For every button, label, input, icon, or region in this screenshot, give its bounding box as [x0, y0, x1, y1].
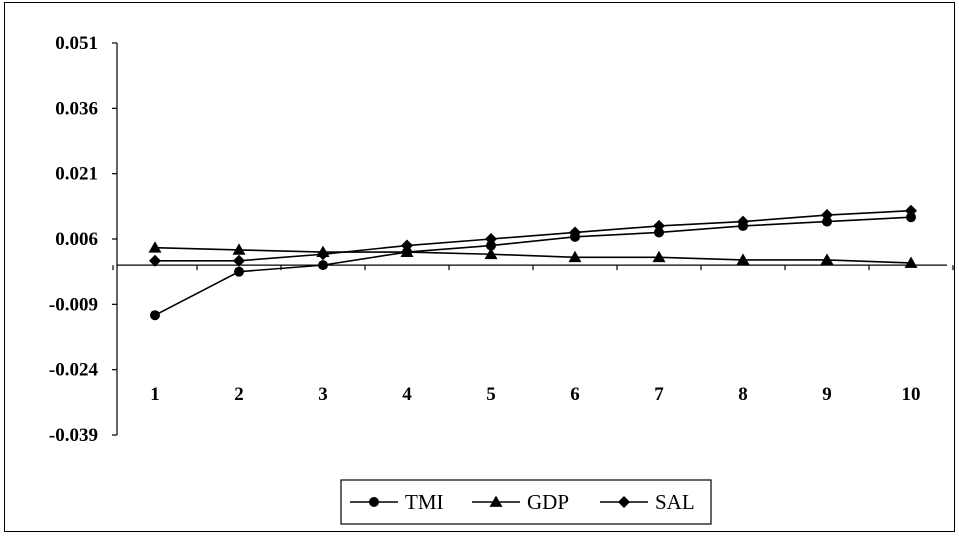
data-point-sal: [317, 248, 329, 261]
data-point-sal: [149, 254, 161, 267]
axes: [112, 42, 954, 436]
data-point-sal: [653, 219, 665, 232]
y-tick-label: 0.021: [55, 164, 98, 185]
x-tick-label: 5: [486, 384, 496, 405]
data-point-sal: [821, 209, 833, 222]
legend-marker-sal: [618, 496, 630, 508]
x-tick-label: 10: [902, 384, 921, 405]
data-point-gdp: [232, 243, 246, 255]
series-line-gdp: [154, 246, 912, 264]
legend-item-sal: SAL: [600, 490, 695, 514]
series-gdp: [148, 241, 918, 268]
y-tick-labels: 0.051 0.036 0.021 0.006 -0.009 -0.024 -0.039: [49, 33, 99, 446]
legend-label-gdp: GDP: [527, 490, 569, 514]
y-tick-label: 0.036: [55, 98, 98, 119]
x-tick-labels: 1 2 3 4 5 6 7 8 9 10: [150, 384, 920, 405]
data-point-gdp: [148, 241, 162, 253]
x-tick-label: 3: [318, 384, 328, 405]
legend-label-tmi: TMI: [405, 490, 444, 514]
x-tick-label: 9: [822, 384, 832, 405]
legend-label-sal: SAL: [655, 490, 695, 514]
data-point-sal: [401, 239, 413, 252]
y-tick-label: -0.009: [49, 294, 98, 315]
legend-item-gdp: GDP: [472, 490, 569, 514]
data-point-tmi: [318, 260, 328, 271]
data-point-gdp: [904, 256, 918, 268]
legend: TMI GDP SAL: [340, 479, 712, 525]
data-point-gdp: [484, 247, 498, 260]
x-tick-label: 4: [402, 384, 412, 405]
series-sal: [149, 204, 917, 267]
legend-marker-gdp: [489, 495, 503, 507]
legend-marker-tmi: [369, 497, 379, 507]
data-point-sal: [737, 215, 749, 228]
x-tick-label: 6: [570, 384, 580, 405]
series-line-tmi: [154, 216, 912, 316]
series-line-sal: [155, 209, 912, 262]
data-point-gdp: [568, 250, 582, 263]
data-point-sal: [485, 233, 497, 245]
y-tick-label: 0.006: [55, 229, 98, 250]
data-point-sal: [233, 254, 245, 267]
legend-box: [340, 479, 712, 525]
series-lines: [148, 204, 918, 321]
data-point-tmi: [822, 216, 832, 227]
data-point-sal: [569, 226, 581, 239]
data-point-tmi: [654, 227, 664, 238]
y-tick-label: -0.039: [49, 425, 98, 446]
data-point-gdp: [820, 253, 834, 265]
data-point-tmi: [486, 240, 496, 251]
data-point-gdp: [652, 250, 666, 263]
data-point-tmi: [906, 212, 916, 223]
chart-frame: [4, 2, 955, 532]
data-point-sal: [905, 204, 917, 217]
y-tick-label: 0.051: [55, 33, 98, 54]
y-tick-label: -0.024: [49, 360, 99, 381]
x-tick-label: 1: [150, 384, 160, 405]
data-point-tmi: [234, 266, 244, 277]
data-point-gdp: [736, 253, 750, 265]
x-tick-label: 8: [738, 384, 748, 405]
x-tick-label: 2: [234, 384, 244, 405]
legend-item-tmi: TMI: [350, 490, 444, 514]
data-point-tmi: [150, 310, 160, 321]
x-tick-label: 7: [654, 384, 664, 405]
